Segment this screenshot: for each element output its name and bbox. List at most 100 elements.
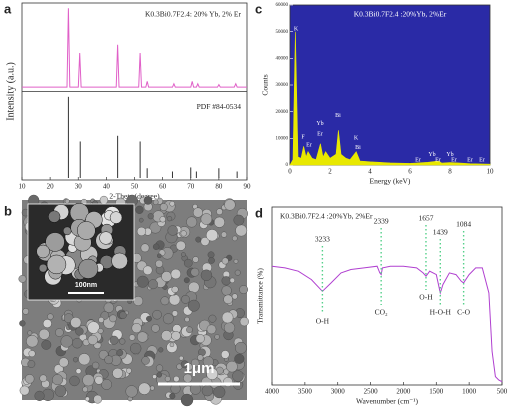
particle [175, 240, 186, 251]
peak-assignment: O-H [316, 317, 330, 326]
particle [233, 259, 239, 264]
particle [169, 342, 175, 348]
x-tick-label: 2 [328, 168, 332, 176]
x-tick-label: 3000 [331, 388, 346, 396]
particle [188, 281, 200, 293]
particle [171, 331, 181, 341]
y-tick-label: 60000 [276, 3, 289, 8]
particle [72, 357, 79, 363]
particle [233, 214, 245, 226]
inset-particle [45, 232, 65, 252]
particle [202, 356, 214, 368]
particle [223, 322, 236, 334]
particle [180, 393, 194, 407]
particle [22, 308, 29, 315]
particle [200, 237, 210, 246]
particle [181, 252, 186, 258]
x-tick-label: 10 [487, 168, 495, 176]
particle [128, 334, 136, 341]
particle [26, 335, 39, 348]
particle [125, 385, 138, 398]
particle [234, 269, 241, 276]
particle [195, 236, 202, 243]
particle [164, 375, 171, 382]
particle [159, 203, 168, 211]
y-tick-label: 40000 [276, 56, 289, 61]
particle [183, 277, 190, 284]
peak-annotation: Bi [335, 113, 341, 119]
particle [152, 243, 160, 251]
peak-annotation: K [294, 26, 299, 32]
peak-label: 1657 [418, 214, 433, 223]
particle [168, 294, 181, 306]
particle [119, 338, 126, 345]
particle [195, 334, 205, 344]
particle [232, 370, 244, 382]
y-tick-label: 10000 [276, 136, 289, 141]
particle [235, 224, 248, 237]
particle [140, 243, 150, 253]
particle [183, 258, 193, 268]
particle [130, 342, 142, 355]
particle [208, 314, 217, 323]
particle [75, 368, 82, 374]
particle [41, 339, 52, 350]
particle [119, 311, 127, 319]
peak-assignment: O-H [419, 293, 433, 302]
chart-title: K0.3Bi0.7F2.4 :20%Yb, 2%Er [280, 212, 373, 221]
particle [101, 379, 112, 390]
data-line [271, 265, 503, 383]
x-tick-label: 60 [159, 183, 167, 191]
particle [184, 316, 190, 323]
particle [201, 384, 214, 397]
particle [235, 341, 247, 354]
particle [205, 229, 219, 242]
particle [97, 328, 104, 334]
particle [18, 275, 27, 283]
particle [135, 205, 144, 214]
particle [112, 367, 123, 379]
particle [87, 321, 100, 334]
particle [156, 372, 163, 378]
particle [234, 353, 245, 364]
x-tick-label: 70 [187, 183, 195, 191]
particle [167, 225, 178, 236]
particle [141, 356, 150, 365]
x-tick-label: 90 [244, 183, 252, 191]
particle [152, 309, 162, 320]
x-tick-label: 10 [19, 183, 27, 191]
peak-label: 1084 [456, 220, 471, 229]
y-tick-label: 0 [286, 163, 289, 168]
particle [28, 350, 36, 358]
particle [214, 334, 220, 340]
x-tick-label: 1000 [462, 388, 477, 396]
particle [103, 302, 115, 313]
chart-title: K0.3Bi0.7F2.4 :20%Yb, 2%Er [354, 10, 447, 19]
panel-letter: a [4, 1, 12, 16]
particle [58, 357, 69, 368]
inset-particle [78, 258, 99, 279]
particle [166, 341, 178, 353]
particle [180, 360, 189, 369]
inset-particle [46, 254, 67, 275]
particle [170, 268, 181, 280]
peak-annotation: Bi [355, 145, 361, 151]
peak-label: 1439 [433, 228, 448, 237]
x-tick-label: 8 [448, 168, 452, 176]
inset-particle [38, 263, 48, 273]
particle [126, 367, 132, 374]
peak-annotation: Er [467, 158, 473, 164]
particle [104, 355, 114, 365]
particle [213, 386, 226, 399]
inset-particle [109, 211, 123, 224]
inset-particle [62, 226, 72, 236]
particle [220, 350, 230, 359]
particle [157, 253, 162, 259]
panel-letter: c [255, 1, 262, 16]
particle [186, 326, 193, 334]
particle [161, 330, 172, 342]
inset-particle [111, 252, 128, 270]
panel-letter: b [4, 203, 12, 218]
particle [19, 320, 26, 327]
